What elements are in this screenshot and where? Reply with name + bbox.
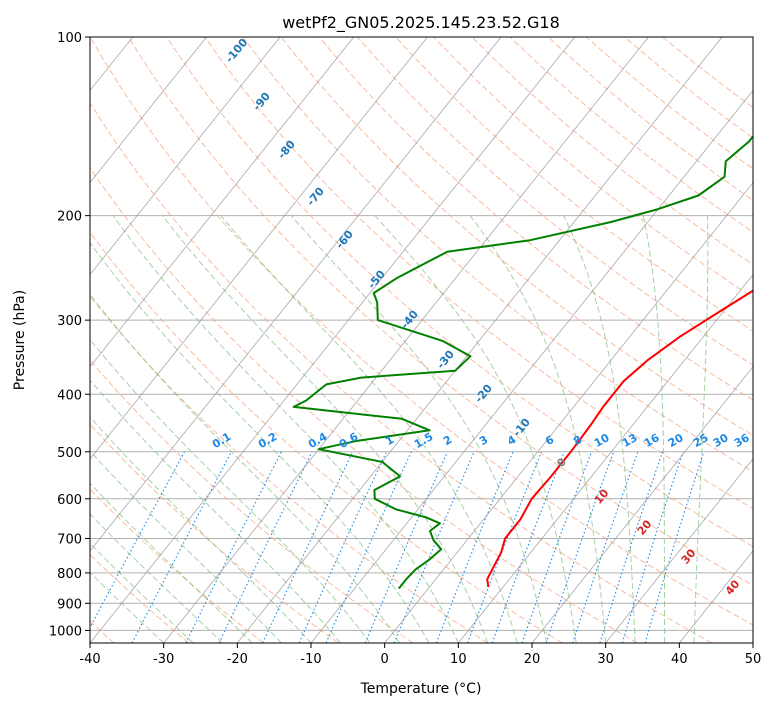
isotherms	[90, 37, 753, 643]
moist-adiabats	[90, 215, 709, 643]
isotherm	[90, 37, 576, 643]
x-axis-ticks: -40 -30 -20 -10 0 10 20 30 40 50	[79, 643, 761, 667]
moist-adiabat	[563, 215, 636, 643]
plot-area: -100-90-80-70-60-50-40-30-20-100.1 0.2 0.4…	[90, 37, 753, 643]
mixing-ratio-line	[466, 451, 543, 643]
moist-adiabat	[90, 542, 194, 643]
isotherm	[310, 89, 753, 643]
x-tick-label: -10	[300, 652, 321, 667]
x-tick-label: 30	[597, 652, 614, 667]
mixing-ratio-line	[218, 451, 313, 643]
chart-title: wetPf2_GN05.2025.145.23.52.G18	[282, 13, 560, 33]
isotherm	[163, 37, 649, 643]
moist-adiabat	[90, 571, 165, 643]
y-axis-ticks: 100 200 300 400 500 600 700 800 900 1000	[49, 31, 90, 639]
dry-adiabat	[90, 553, 190, 643]
y-tick-label: 100	[57, 31, 82, 46]
x-tick-label: 50	[745, 652, 762, 667]
dry-adiabat	[128, 37, 753, 586]
isotherm	[90, 37, 281, 276]
isotherm	[457, 273, 753, 643]
dry-adiabat	[242, 37, 753, 473]
mixing-ratio-lines	[90, 451, 705, 643]
mixing-ratio-line	[325, 451, 412, 643]
y-tick-label: 600	[57, 493, 82, 508]
mixing-ratio-line	[521, 451, 593, 643]
x-tick-label: -40	[79, 652, 100, 667]
y-tick-label: 700	[57, 533, 82, 548]
x-tick-label: -20	[227, 652, 248, 667]
moist-adiabat	[161, 215, 489, 643]
y-tick-label: 400	[57, 388, 82, 403]
moist-adiabat	[290, 215, 548, 643]
dry-adiabat	[280, 37, 753, 436]
moist-adiabat	[90, 379, 341, 643]
y-tick-label: 800	[57, 567, 82, 582]
dry-adiabat	[90, 101, 712, 643]
x-tick-label: 40	[671, 652, 688, 667]
dry-adiabat	[204, 37, 753, 510]
y-tick-label: 900	[57, 597, 82, 612]
dry-adiabat	[90, 231, 563, 643]
isotherm	[90, 37, 207, 184]
dry-adiabat	[90, 37, 753, 626]
moist-adiabat	[90, 513, 223, 643]
dry-adiabat	[90, 488, 264, 643]
moist-adiabat	[642, 215, 666, 643]
mixing-ratio-line	[644, 451, 705, 643]
moist-adiabat	[112, 215, 459, 643]
x-tick-label: 10	[450, 652, 467, 667]
moist-adiabat	[374, 215, 577, 643]
moist-adiabat	[90, 482, 253, 643]
moist-adiabat	[693, 215, 709, 643]
moist-adiabat	[90, 241, 430, 643]
mixing-ratio-line	[185, 451, 282, 643]
mixing-ratio-line	[364, 451, 449, 643]
mixing-ratio-line	[131, 451, 232, 643]
isotherm	[605, 458, 753, 643]
moist-adiabat	[220, 215, 518, 643]
mixing-ratio-line	[545, 451, 615, 643]
plot-frame	[89, 36, 754, 644]
x-tick-label: 20	[524, 652, 541, 667]
mixing-ratio-line	[621, 451, 684, 643]
isotherm	[384, 181, 753, 643]
isotherm	[90, 37, 355, 368]
moist-adiabat	[90, 293, 400, 643]
x-axis-title: Temperature (°C)	[360, 681, 482, 697]
dewpoint-profile-line	[292, 134, 753, 590]
moist-adiabat	[469, 215, 607, 643]
y-tick-label: 200	[57, 210, 82, 225]
isotherm	[90, 37, 502, 552]
y-tick-label: 1000	[49, 624, 82, 639]
mixing-ratio-line	[599, 451, 664, 643]
mixing-ratio-line	[572, 451, 639, 643]
isotherm	[236, 37, 723, 643]
dry-adiabat	[318, 37, 753, 401]
dry-adiabat	[90, 295, 488, 643]
moist-adiabat	[90, 450, 282, 643]
profile-series	[292, 134, 753, 590]
temperature-profile-line	[486, 289, 753, 588]
dry-adiabat	[90, 167, 638, 643]
y-tick-label: 500	[57, 446, 82, 461]
mixing-ratio-line	[90, 451, 185, 629]
x-tick-label: 0	[381, 652, 389, 667]
mixing-ratio-line	[435, 451, 514, 643]
isotherm	[90, 37, 428, 460]
x-tick-label: -30	[153, 652, 174, 667]
isotherm	[531, 366, 753, 643]
dry-adiabat	[395, 37, 753, 332]
y-tick-label: 300	[57, 314, 82, 329]
mixing-ratio-line	[491, 451, 565, 643]
y-axis-title: Pressure (hPa)	[12, 290, 28, 390]
dry-adiabat	[433, 37, 753, 299]
